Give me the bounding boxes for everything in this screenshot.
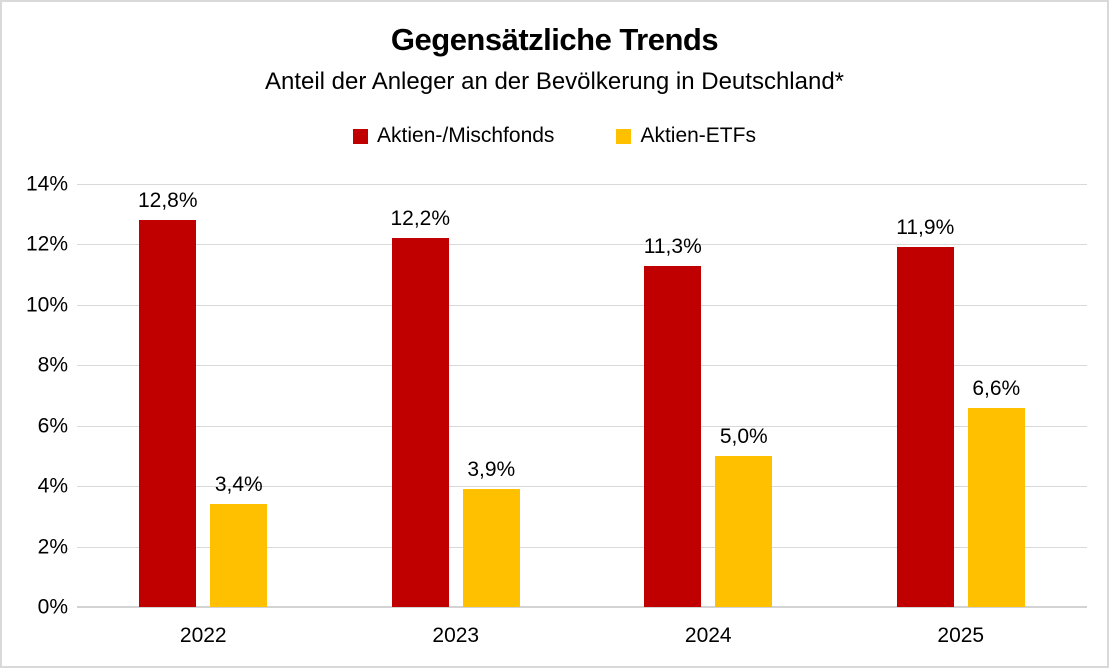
chart-subtitle: Anteil der Anleger an der Bevölkerung in…: [264, 68, 845, 95]
bar-aktien-etfs-2024: 5,0%: [715, 425, 773, 607]
y-tick-label: 10%: [25, 293, 68, 317]
y-tick-label: 2%: [37, 535, 68, 559]
legend-item-aktien-etfs: Aktien-ETFs: [616, 124, 756, 148]
bar-aktien-mischfonds-2022: 12,8%: [138, 189, 198, 607]
y-axis: 14% 12% 10% 8% 6% 4% 2% 0%: [2, 174, 68, 618]
gridline: [77, 365, 1087, 367]
data-label: 12,8%: [137, 189, 198, 213]
gridline: [77, 546, 1087, 548]
x-tick-label-2024: 2024: [684, 624, 732, 647]
x-tick-label-2025: 2025: [937, 624, 985, 647]
y-tick-label: 8%: [37, 353, 68, 377]
data-label: 5,0%: [719, 424, 768, 448]
data-label: 3,9%: [467, 458, 516, 482]
bar-aktien-mischfonds-2025: 11,9%: [896, 216, 954, 607]
y-tick-label: 4%: [37, 474, 68, 498]
bar-aktien-mischfonds-2024: 11,3%: [644, 235, 702, 607]
data-label: 12,2%: [390, 207, 451, 231]
x-axis: 2022 2023 2024 2025: [77, 624, 1087, 648]
chart-title: Gegensätzliche Trends: [390, 22, 719, 57]
x-axis-line: [77, 606, 1087, 608]
data-label: 11,9%: [896, 216, 955, 240]
bar-aktien-etfs-2022: 3,4%: [210, 473, 268, 607]
gridline: [77, 425, 1087, 427]
data-label: 6,6%: [972, 376, 1021, 400]
bar-group-2023: 12,2% 3,9%: [330, 184, 583, 607]
y-tick-label: 12%: [25, 232, 68, 256]
y-tick-label: 14%: [25, 172, 68, 196]
legend-swatch-icon: [616, 128, 632, 144]
gridline: [77, 184, 1087, 185]
gridline: [77, 244, 1087, 246]
legend-swatch-icon: [353, 128, 369, 144]
legend-label: Aktien-/Mischfonds: [377, 124, 555, 147]
legend-item-aktien-mischfonds: Aktien-/Mischfonds: [353, 124, 554, 148]
gridline: [77, 304, 1087, 306]
x-tick-label-2022: 2022: [179, 624, 227, 647]
bar-aktien-mischfonds-2023: 12,2%: [390, 207, 450, 607]
bar-group-2022: 12,8% 3,4%: [77, 184, 330, 607]
x-tick-label-2023: 2023: [432, 624, 480, 647]
y-tick-label: 0%: [37, 595, 68, 619]
legend-label: Aktien-ETFs: [640, 124, 756, 147]
bar-aktien-etfs-2025: 6,6%: [967, 377, 1025, 607]
data-label: 3,4%: [214, 473, 263, 497]
bar-groups: 12,8% 3,4% 12,2% 3,9% 11,3% 5,0% 11,9% 6,6%: [77, 184, 1087, 607]
legend: Aktien-/Mischfonds Aktien-ETFs: [2, 124, 1107, 148]
bar-aktien-etfs-2023: 3,9%: [462, 458, 520, 607]
gridline: [77, 486, 1087, 488]
bar-group-2025: 11,9% 6,6%: [835, 184, 1088, 607]
bar-group-2024: 11,3% 5,0%: [582, 184, 835, 607]
plot-area: 12,8% 3,4% 12,2% 3,9% 11,3% 5,0% 11,9% 6,6%: [77, 184, 1087, 608]
data-label: 11,3%: [643, 234, 702, 258]
y-tick-label: 6%: [37, 414, 68, 438]
